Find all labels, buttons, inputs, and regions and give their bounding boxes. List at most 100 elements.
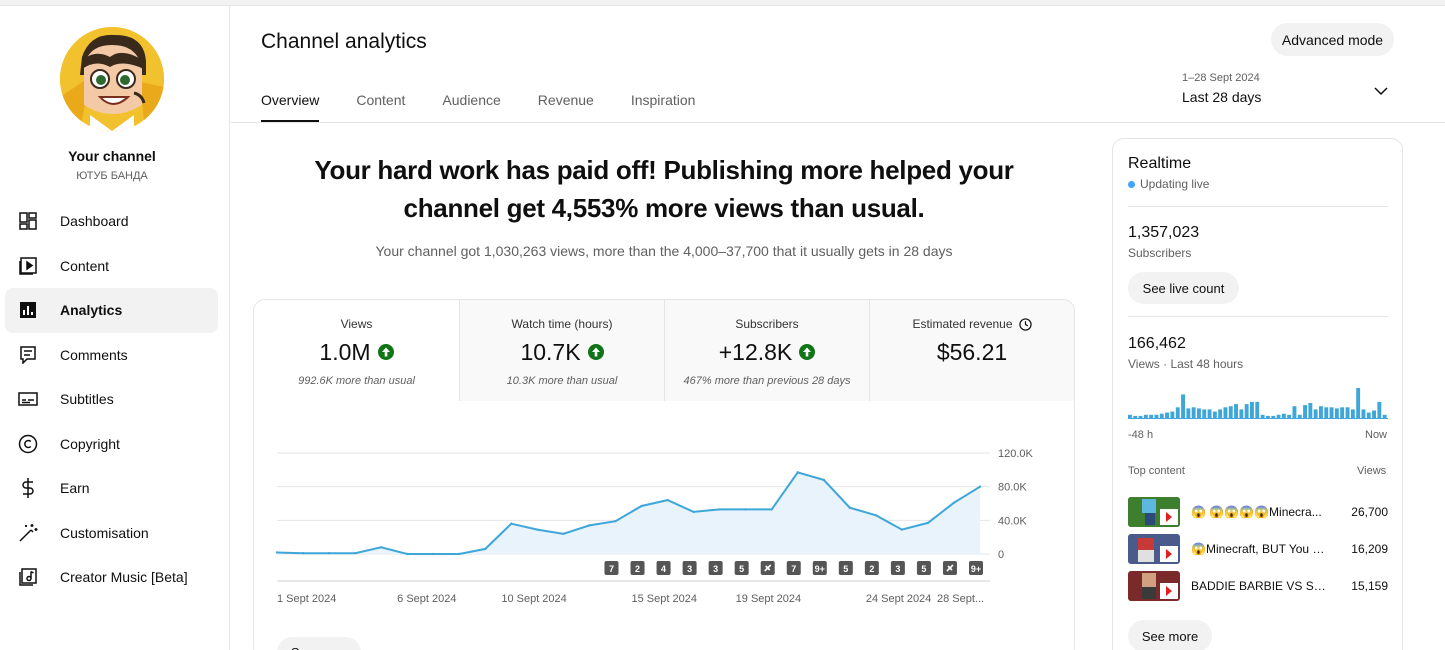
top-content-row[interactable]: BADDIE BARBIE VS SPI... 15,159 <box>1128 571 1388 601</box>
comments-icon <box>17 344 39 366</box>
sidebar-item-comments[interactable]: Comments <box>5 333 218 378</box>
data-point <box>432 552 435 556</box>
date-range-picker[interactable]: 1–28 Sept 2024 Last 28 days <box>1182 72 1261 105</box>
publish-marker-label: 3 <box>713 564 718 574</box>
tab-overview[interactable]: Overview <box>261 92 320 122</box>
metric-subscribers[interactable]: Subscribers +12.8K 467% more than previo… <box>664 300 869 401</box>
live-status: Updating live <box>1128 177 1209 191</box>
live-dot-icon <box>1128 180 1135 188</box>
sidebar-item-label: Copyright <box>60 435 120 452</box>
views-label: Views · Last 48 hours <box>1128 357 1244 371</box>
video-views: 16,209 <box>1351 542 1388 556</box>
realtime-bar <box>1228 406 1233 418</box>
data-point <box>822 478 825 482</box>
data-point <box>484 547 487 551</box>
top-content-row[interactable]: 😱Minecraft, BUT You C... 16,209 <box>1128 534 1388 564</box>
data-point <box>770 508 773 511</box>
publish-marker <box>708 561 723 575</box>
realtime-bar <box>1170 411 1175 418</box>
publish-marker <box>604 561 619 575</box>
data-point <box>301 551 305 555</box>
realtime-bar <box>1350 409 1355 418</box>
realtime-bar <box>1175 407 1180 418</box>
realtime-bar <box>1212 411 1217 418</box>
realtime-bar <box>1377 401 1382 418</box>
sidebar-item-label: Customisation <box>60 524 149 541</box>
metric-views[interactable]: Views 1.0M 992.6K more than usual <box>254 300 459 401</box>
sidebar: Your channel ЮТУБ БАНДА Dashboard Conten… <box>0 6 230 650</box>
realtime-bar <box>1223 407 1228 418</box>
realtime-bar <box>1186 408 1191 418</box>
page-title: Channel analytics <box>261 30 427 53</box>
metric-value: +12.8K <box>718 338 793 365</box>
publish-marker <box>969 561 983 575</box>
sidebar-item-analytics[interactable]: Analytics <box>5 288 218 333</box>
data-point <box>952 501 956 504</box>
realtime-bar <box>1271 415 1276 418</box>
data-point <box>666 498 669 502</box>
realtime-bar <box>1303 405 1307 418</box>
x-tick-label: 19 Sept 2024 <box>736 593 801 605</box>
y-tick-label: 0 <box>998 549 1004 561</box>
sidebar-item-label: Creator Music [Beta] <box>60 569 188 586</box>
sidebar-item-customisation[interactable]: Customisation <box>5 511 218 556</box>
data-point <box>275 551 279 554</box>
tab-inspiration[interactable]: Inspiration <box>630 92 696 108</box>
sidebar-item-label: Dashboard <box>60 213 129 230</box>
publish-marker-label: 5 <box>921 564 926 574</box>
series-line <box>276 471 981 555</box>
data-point <box>900 528 904 531</box>
sidebar-item-creator-music[interactable]: Creator Music [Beta] <box>5 555 218 600</box>
channel-avatar[interactable] <box>60 27 164 131</box>
advanced-mode-button[interactable]: Advanced mode <box>1271 23 1394 56</box>
data-point <box>926 521 930 525</box>
metric-watch-time[interactable]: Watch time (hours) 10.7K 10.3K more than… <box>459 300 664 401</box>
publish-marker-label: 4 <box>661 564 666 574</box>
tab-audience[interactable]: Audience <box>442 92 501 108</box>
publish-marker <box>734 561 749 575</box>
sidebar-item-earn[interactable]: Earn <box>5 466 218 511</box>
see-more-button[interactable]: See more <box>277 637 361 650</box>
publish-marker <box>656 561 671 575</box>
views-chart: 120.0K 80.0K 40.0K 0 7 2 4 3 3 5 7 9+ 5 2 3 5 9+ 1 Sept 2… <box>275 448 1034 605</box>
sidebar-item-subtitles[interactable]: Subtitles <box>5 377 218 422</box>
chevron-down-icon[interactable] <box>1373 83 1389 99</box>
sidebar-nav: Dashboard Content Analytics Comments Sub… <box>5 199 218 600</box>
sidebar-item-label: Earn <box>60 480 90 497</box>
sidebar-item-dashboard[interactable]: Dashboard <box>5 199 218 244</box>
publish-marker <box>890 561 905 575</box>
x-tick-label: 15 Sept 2024 <box>632 593 697 605</box>
data-point <box>848 506 852 509</box>
realtime-bar <box>1361 409 1366 418</box>
see-more-content-button[interactable]: See more <box>1128 620 1212 650</box>
top-content-row[interactable]: 😱 😱😱😱😱Minecra... 26,700 <box>1128 497 1388 527</box>
tab-content[interactable]: Content <box>356 92 406 108</box>
video-title: 😱 😱😱😱😱Minecra... <box>1191 505 1322 519</box>
metric-revenue[interactable]: Estimated revenue $56.21 <box>869 300 1074 401</box>
realtime-bar <box>1250 401 1254 418</box>
metric-value: 10.7K <box>520 338 581 365</box>
realtime-bar <box>1329 407 1334 418</box>
tab-revenue[interactable]: Revenue <box>537 92 594 108</box>
data-point <box>562 532 565 535</box>
x-tick-label: 1 Sept 2024 <box>277 593 336 605</box>
publish-marker-label: 2 <box>635 564 640 574</box>
see-live-count-button[interactable]: See live count <box>1128 272 1239 304</box>
realtime-bar <box>1281 413 1286 418</box>
sidebar-item-copyright[interactable]: Copyright <box>5 422 218 467</box>
trend-up-icon <box>377 344 394 360</box>
y-tick-label: 80.0K <box>998 482 1027 494</box>
realtime-bar <box>1218 409 1223 418</box>
sidebar-item-content[interactable]: Content <box>5 244 218 289</box>
data-point <box>510 522 513 525</box>
data-point <box>692 510 695 514</box>
publish-marker-label: 5 <box>739 564 744 574</box>
video-views: 26,700 <box>1351 505 1388 519</box>
sidebar-item-label: Subtitles <box>60 391 114 408</box>
data-point <box>405 552 409 556</box>
realtime-bar <box>1382 414 1387 418</box>
clock-icon <box>1018 317 1032 331</box>
video-title: 😱Minecraft, BUT You C... <box>1191 542 1331 556</box>
realtime-subscribers: 1,357,023 <box>1128 224 1200 241</box>
realtime-bar <box>1356 388 1361 418</box>
